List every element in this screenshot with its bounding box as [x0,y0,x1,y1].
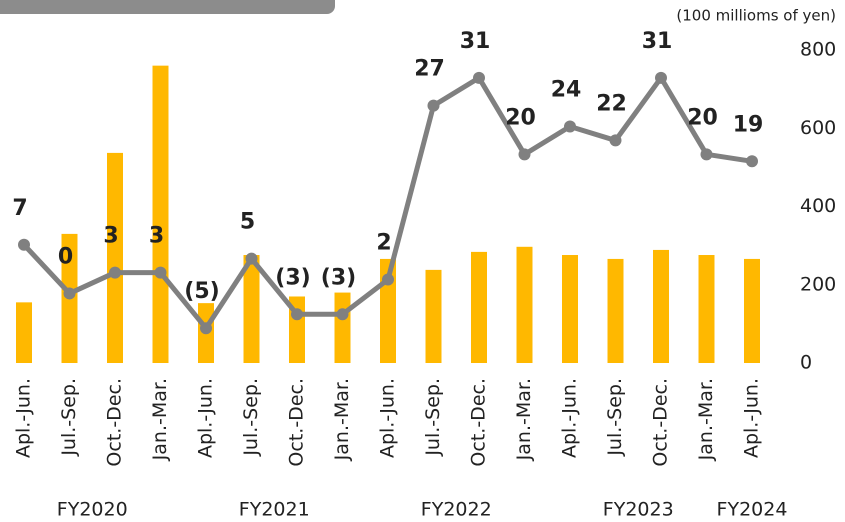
bar [562,255,578,363]
bar [698,255,715,363]
fiscal-year-label: FY2024 [717,499,788,521]
data-label: 20 [505,105,536,130]
title-box [0,0,335,14]
y-tick-label: 200 [800,273,836,295]
line-point [336,308,349,321]
data-label: (5) [184,279,219,304]
data-label: 5 [240,210,255,235]
y-tick-label: 600 [800,117,836,139]
line-point [200,322,212,335]
x-tick-label: Oct.-Dec. [286,378,308,467]
data-label: 2 [376,231,391,256]
y-tick-label: 0 [800,352,812,374]
x-tick-label: Oct.-Dec. [468,378,490,467]
x-tick-label: Apl.-Jun. [13,378,35,458]
data-label: (3) [275,265,310,290]
bar [607,258,624,363]
x-tick-label: Apl.-Jun. [195,378,217,458]
bar [744,258,760,363]
data-label: 24 [551,78,582,103]
x-tick-label: Jan.-Mar. [331,378,353,461]
x-tick-label: Jan.-Mar. [695,378,717,461]
line-point [700,148,713,161]
x-tick-label: Jul.-Sep. [422,378,444,457]
line-point [427,99,440,112]
x-tick-label: Oct.-Dec. [650,378,672,467]
bar [334,292,351,363]
x-tick-label: Jul.-Sep. [604,378,626,457]
fiscal-year-label: FY2022 [421,499,492,521]
line-point [63,287,76,300]
x-tick-label: Apl.-Jun. [559,378,581,458]
y-tick-label: 400 [800,195,836,217]
data-label: 3 [103,224,118,249]
bar [16,302,32,363]
x-tick-label: Apl.-Jun. [741,378,763,458]
fiscal-year-label: FY2023 [603,499,674,521]
data-label: 31 [642,29,673,54]
x-tick-label: Jul.-Sep. [58,378,80,457]
x-tick-label: Jan.-Mar. [513,378,535,461]
data-label: 0 [58,244,73,269]
fiscal-year-label: FY2021 [239,499,310,521]
x-tick-label: Jul.-Sep. [240,378,262,457]
line-point [382,273,394,286]
line-point [746,155,758,168]
data-label: (3) [321,265,356,290]
bar [471,251,487,363]
data-label: 31 [460,29,491,54]
y-unit-label: (100 millioms of yen) [676,7,836,25]
bar [107,152,123,363]
bar [653,249,669,363]
line-point [109,266,121,279]
line-point [655,71,667,84]
line-point [18,238,30,251]
line-point [154,266,167,279]
data-label: 20 [687,105,718,130]
bar [425,269,442,363]
x-tick-label: Jan.-Mar. [149,378,171,461]
data-label: 22 [596,91,627,116]
x-tick-label: Apl.-Jun. [377,378,399,458]
line-point [609,134,622,147]
data-label: 7 [12,196,27,221]
data-label: 3 [149,224,164,249]
x-tick-label: Oct.-Dec. [104,378,126,467]
line-point [518,148,531,161]
bar [516,246,533,363]
line-point [564,120,576,133]
bar [152,65,169,364]
fiscal-year-label: FY2020 [57,499,128,521]
line-point [473,71,485,84]
data-label: 27 [414,57,445,82]
y-tick-label: 800 [800,39,836,61]
line-point [245,252,258,265]
bar [243,255,260,363]
data-label: 19 [733,112,764,137]
line-point [291,308,303,321]
